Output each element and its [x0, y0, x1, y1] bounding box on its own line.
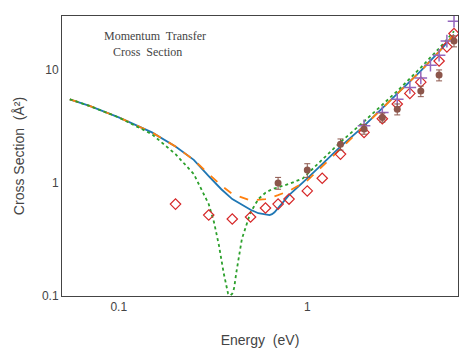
svg-text:Momentum Transfer Cross Se: Momentum Transfer Cross Section	[104, 29, 206, 59]
svg-text:Cross Section (Å²): Cross Section (Å²)	[11, 97, 27, 215]
svg-text:10: 10	[45, 63, 59, 77]
svg-text:1: 1	[304, 300, 311, 314]
svg-text:Energy (eV): Energy (eV)	[221, 332, 300, 348]
svg-text:0.1: 0.1	[42, 289, 59, 303]
svg-text:0.1: 0.1	[110, 300, 127, 314]
svg-text:1: 1	[52, 176, 59, 190]
